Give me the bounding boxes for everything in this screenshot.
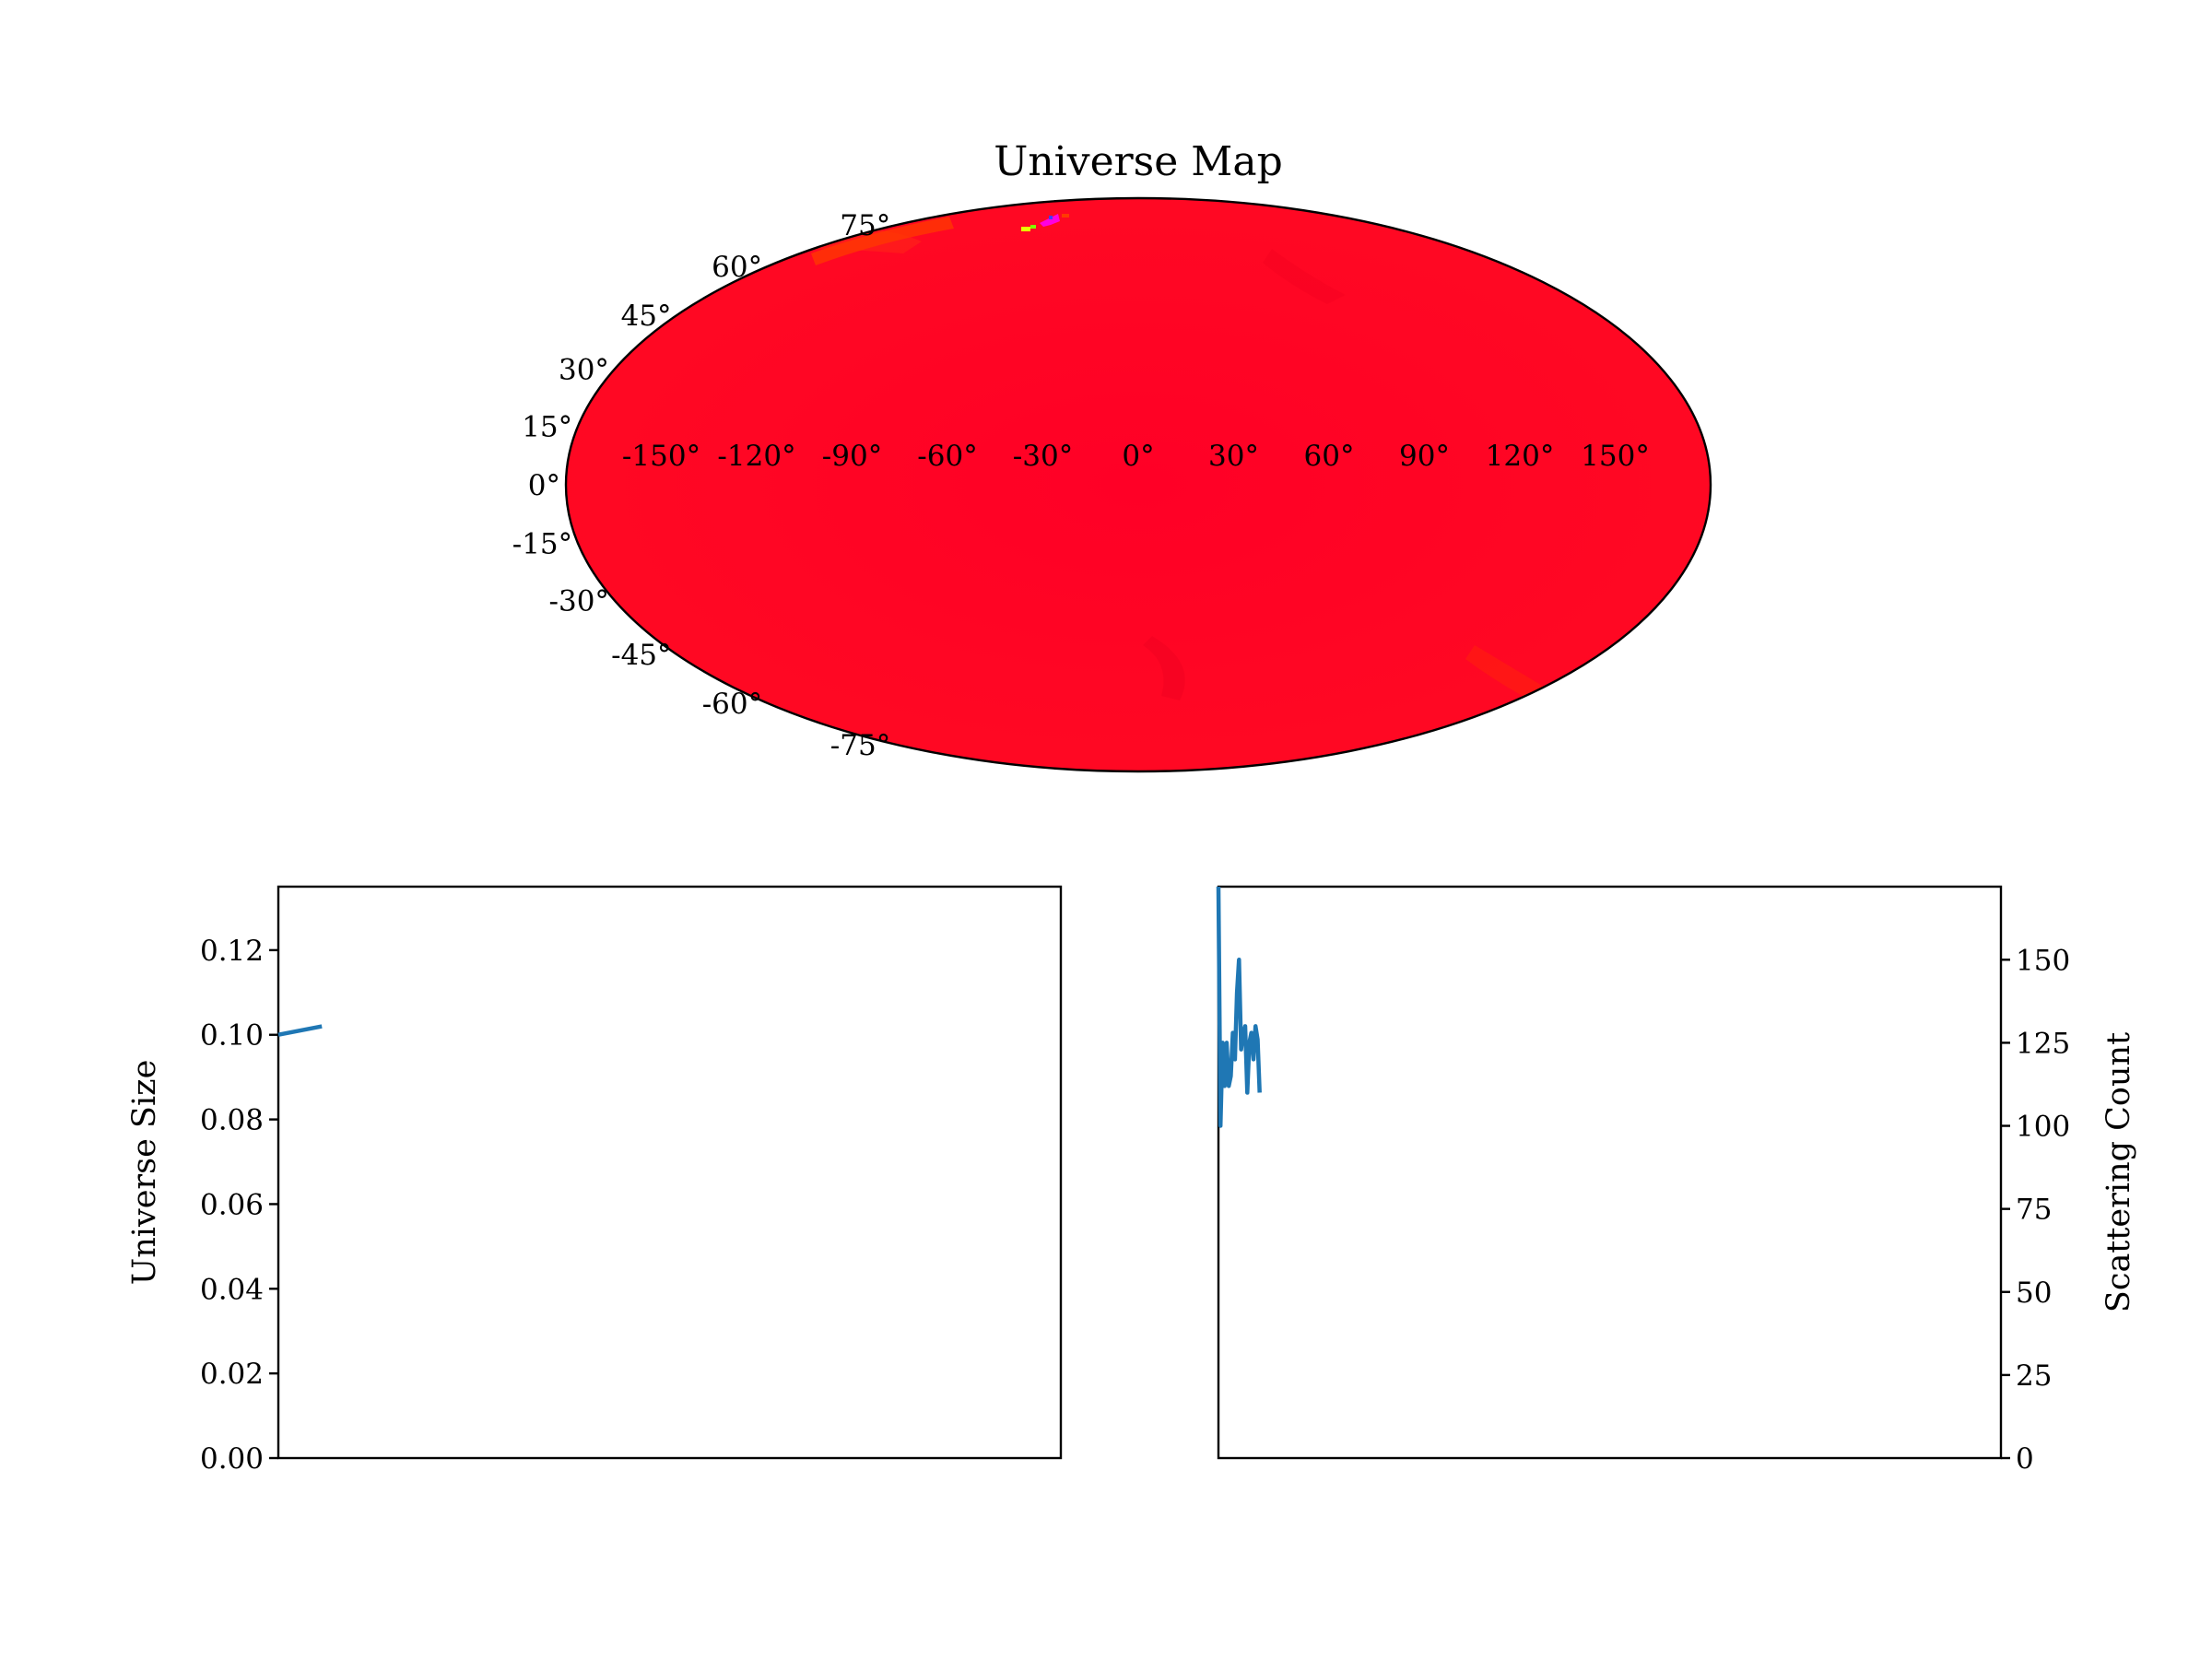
- universe-size-ylabel: Universe Size: [126, 1060, 163, 1286]
- y-tick-label: 75: [2016, 1194, 2052, 1227]
- sky-map-fill: [566, 198, 1711, 771]
- longitude-tick-label: -150°: [622, 440, 700, 473]
- map-border: [564, 196, 1712, 773]
- hot-spot-blue: [1049, 216, 1053, 219]
- hot-spots: [1021, 214, 1069, 231]
- latitude-tick-label: -75°: [830, 729, 890, 762]
- latitude-tick-labels: 75° 60° 45° 30° 15° 0° -15° -30°-45° -60° -75°: [512, 209, 890, 762]
- y-tick-label: 50: [2016, 1277, 2052, 1310]
- universe-size-y-ticks: 0.00 0.02 0.04 0.06 0.08 0.10 0.12: [200, 935, 278, 1476]
- y-tick-label: 0.04: [200, 1273, 264, 1306]
- longitude-tick-label: 150°: [1581, 440, 1650, 473]
- universe-size-chart: 0.00 0.02 0.04 0.06 0.08 0.10 0.12 Universe Si…: [126, 885, 1063, 1476]
- universe-size-series: [277, 1024, 323, 1037]
- latitude-tick-label: 60°: [712, 251, 762, 284]
- y-tick-label: 125: [2016, 1027, 2070, 1060]
- y-tick-label: 0: [2016, 1442, 2034, 1476]
- longitude-tick-label: 90°: [1399, 440, 1450, 473]
- y-tick-label: 0.00: [200, 1442, 264, 1476]
- y-tick-label: 0.02: [200, 1358, 264, 1391]
- y-tick-label: 25: [2016, 1359, 2052, 1393]
- longitude-tick-label: -120°: [717, 440, 795, 473]
- latitude-tick-label: 75°: [840, 209, 890, 242]
- y-tick-label: 150: [2016, 944, 2070, 977]
- latitude-tick-label: -45°: [611, 639, 671, 672]
- longitude-tick-label: 60°: [1304, 440, 1355, 473]
- hot-spot-green: [1030, 225, 1036, 229]
- y-tick-label: 100: [2016, 1111, 2070, 1144]
- scattering-count-chart: 0 25 50 75 100 125 150 Scattering Count: [1216, 885, 2137, 1476]
- universe-map-panel: Universe Map -150° -120° -90° -60° -30° 0° 30°…: [512, 138, 1712, 773]
- longitude-tick-label: 30°: [1208, 440, 1259, 473]
- latitude-tick-label: 45°: [621, 300, 672, 333]
- universe-size-axes: [276, 885, 1063, 1460]
- y-tick-label: 0.12: [200, 935, 264, 968]
- latitude-tick-label: 0°: [528, 469, 560, 502]
- longitude-tick-label: 0°: [1122, 440, 1154, 473]
- longitude-tick-label: -60°: [917, 440, 977, 473]
- latitude-tick-label: -30°: [549, 585, 609, 618]
- hot-spot-yellow: [1021, 227, 1030, 231]
- map-title: Universe Map: [994, 138, 1282, 185]
- longitude-tick-label: -30°: [1013, 440, 1073, 473]
- latitude-tick-label: -60°: [702, 688, 762, 721]
- longitude-tick-label: -90°: [822, 440, 882, 473]
- scattering-count-y-ticks: 0 25 50 75 100 125 150: [2001, 944, 2070, 1476]
- hot-band-region: [811, 217, 954, 265]
- series-line: [277, 1024, 323, 1037]
- series-line: [1216, 886, 1262, 1128]
- y-tick-label: 0.08: [200, 1104, 264, 1137]
- latitude-tick-label: -15°: [512, 528, 572, 561]
- scattering-count-axes: [1217, 885, 2003, 1460]
- longitude-tick-labels: -150° -120° -90° -60° -30° 0° 30° 60° 90° 120° 150…: [622, 440, 1650, 473]
- y-tick-label: 0.06: [200, 1188, 264, 1221]
- hot-spot-orange: [1062, 214, 1069, 218]
- latitude-tick-label: 30°: [559, 353, 609, 386]
- y-tick-label: 0.10: [200, 1019, 264, 1053]
- longitude-tick-label: 120°: [1486, 440, 1555, 473]
- scattering-count-ylabel: Scattering Count: [2100, 1032, 2137, 1312]
- latitude-tick-label: 15°: [522, 410, 572, 443]
- scattering-count-series: [1216, 886, 1262, 1128]
- hot-spot-magenta: [1040, 214, 1060, 227]
